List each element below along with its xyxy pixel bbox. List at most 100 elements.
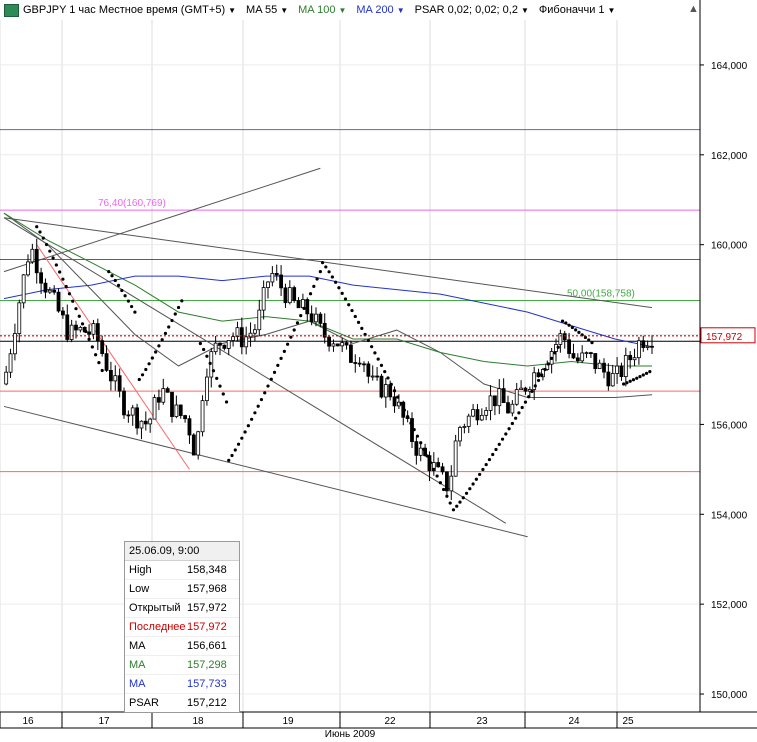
psar-dot bbox=[648, 370, 652, 374]
ma200-menu[interactable]: MA 200 ▼ bbox=[356, 4, 404, 16]
candle-body bbox=[418, 447, 423, 456]
psar-dot bbox=[497, 442, 501, 446]
candle-body bbox=[248, 332, 253, 338]
info-value: 157,298 bbox=[187, 659, 227, 671]
candle-body bbox=[187, 418, 192, 436]
candle-body bbox=[641, 340, 646, 348]
indicator-toolbar: GBPJPY 1 час Местное время (GMT+5) ▼ MA … bbox=[0, 0, 700, 20]
psar-dot bbox=[150, 356, 154, 360]
psar-dot bbox=[415, 434, 420, 438]
psar-dot bbox=[504, 432, 508, 436]
psar-dot bbox=[376, 357, 380, 361]
psar-dot bbox=[435, 474, 439, 478]
candle-body bbox=[239, 327, 244, 348]
y-tick-label: 160,000 bbox=[711, 241, 748, 252]
y-tick-label: 152,000 bbox=[711, 600, 748, 611]
psar-dot bbox=[250, 417, 254, 421]
psar-dot bbox=[419, 441, 423, 445]
psar-dot bbox=[567, 323, 571, 327]
psar-dot bbox=[266, 384, 270, 388]
psar-dot bbox=[130, 304, 134, 309]
x-day-label: 17 bbox=[98, 716, 110, 727]
psar-dot bbox=[276, 363, 280, 367]
psar-dot bbox=[533, 384, 537, 388]
psar-dot bbox=[564, 321, 568, 325]
candle-body bbox=[541, 369, 545, 378]
y-tick-label: 156,000 bbox=[711, 420, 748, 431]
psar-dot bbox=[116, 283, 121, 287]
psar-dot bbox=[631, 378, 636, 382]
candle-body bbox=[514, 389, 519, 405]
psar-dot bbox=[77, 314, 81, 318]
psar-dot bbox=[308, 292, 313, 296]
candle-body bbox=[87, 331, 91, 335]
info-label: Low bbox=[129, 583, 150, 595]
candle-body bbox=[453, 440, 458, 477]
candle-body bbox=[510, 403, 515, 414]
candle-body bbox=[126, 414, 131, 417]
psar-dot bbox=[389, 382, 393, 386]
fibonacci-menu[interactable]: Фибоначчи 1 ▼ bbox=[539, 4, 616, 16]
psar-dot bbox=[464, 491, 469, 495]
psar-dot bbox=[432, 467, 436, 471]
candle-body bbox=[335, 343, 340, 347]
psar-dot bbox=[58, 270, 62, 274]
x-day-label: 23 bbox=[476, 716, 488, 727]
candle-body bbox=[4, 371, 9, 385]
psar-dot bbox=[170, 318, 174, 323]
candle-body bbox=[279, 274, 283, 289]
candle-body bbox=[122, 390, 126, 416]
ma100-menu[interactable]: MA 100 ▼ bbox=[298, 4, 346, 16]
y-tick-label: 164,000 bbox=[711, 61, 748, 72]
psar-dot bbox=[574, 328, 578, 332]
psar-dot bbox=[292, 328, 296, 332]
candle-body bbox=[597, 362, 602, 370]
psar-dot bbox=[157, 344, 161, 348]
psar-dot bbox=[458, 500, 462, 504]
candle-body bbox=[462, 426, 467, 428]
triangle-down-icon: ▼ bbox=[280, 5, 289, 15]
candle-body bbox=[314, 313, 318, 323]
fibonacci-label: Фибоначчи 1 bbox=[538, 4, 605, 16]
candle-body bbox=[244, 336, 249, 348]
candle-body bbox=[615, 365, 619, 374]
triangle-down-icon: ▼ bbox=[607, 5, 616, 15]
psar-dot bbox=[243, 430, 247, 434]
psar-menu[interactable]: PSAR 0,02; 0,02; 0,2 ▼ bbox=[415, 4, 529, 16]
psar-dot bbox=[140, 373, 145, 377]
psar-dot bbox=[412, 428, 416, 432]
psar-dot bbox=[527, 395, 531, 399]
psar-dot bbox=[445, 494, 449, 498]
candle-body bbox=[562, 333, 567, 341]
info-row: Low 157,968 bbox=[125, 580, 239, 599]
psar-dot bbox=[471, 482, 475, 486]
candle-body bbox=[471, 409, 475, 417]
psar-dot bbox=[399, 401, 403, 406]
psar-dot bbox=[167, 325, 171, 329]
psar-dot bbox=[80, 322, 85, 326]
psar-dot bbox=[312, 284, 316, 289]
candle-body bbox=[8, 353, 13, 373]
psar-dot bbox=[320, 261, 325, 265]
symbol-menu[interactable]: GBPJPY 1 час Местное время (GMT+5) ▼ bbox=[23, 4, 236, 16]
candle-body bbox=[571, 353, 576, 359]
psar-dot bbox=[208, 361, 212, 365]
candle-body bbox=[331, 343, 336, 347]
pin-icon[interactable]: ▲ bbox=[688, 3, 699, 15]
psar-dot bbox=[337, 286, 341, 290]
psar-dot bbox=[383, 370, 387, 374]
ma55-menu[interactable]: MA 55 ▼ bbox=[246, 4, 288, 16]
candlesticks bbox=[4, 238, 654, 500]
psar-dot bbox=[536, 378, 541, 383]
candle-body bbox=[558, 333, 563, 345]
candle-body bbox=[148, 418, 153, 425]
psar-dot bbox=[373, 351, 377, 355]
candle-body bbox=[109, 370, 113, 382]
ma55-label: MA 55 bbox=[246, 4, 278, 16]
level-label: 76,40(160,769) bbox=[98, 198, 166, 209]
candle-body bbox=[69, 324, 74, 340]
trendline bbox=[3, 217, 507, 524]
psar-dot bbox=[353, 314, 357, 319]
info-label: Открытый bbox=[129, 602, 181, 614]
